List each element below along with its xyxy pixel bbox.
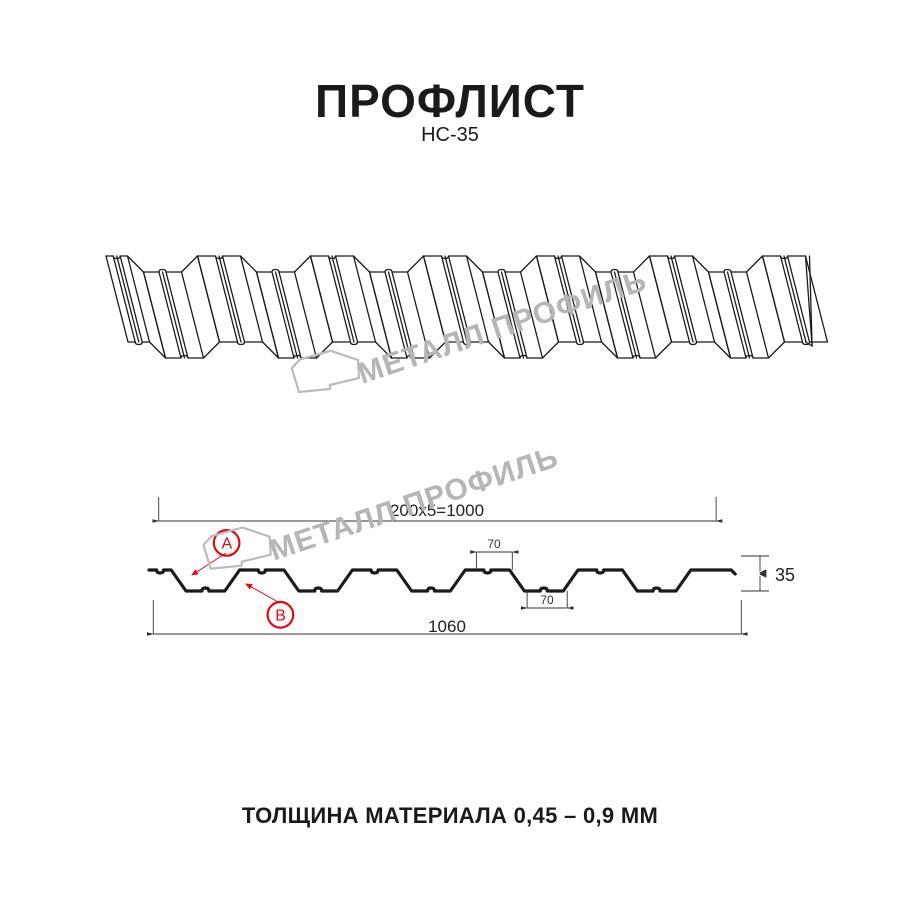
svg-text:70: 70 [487,537,501,551]
svg-text:МЕТАЛЛ ПРОФИЛЬ: МЕТАЛЛ ПРОФИЛЬ [354,264,651,391]
svg-text:1060: 1060 [428,617,466,636]
svg-text:70: 70 [540,593,554,607]
svg-text:B: B [275,607,286,624]
svg-text:A: A [221,536,232,553]
svg-text:МЕТАЛЛ ПРОФИЛЬ: МЕТАЛЛ ПРОФИЛЬ [265,441,562,568]
svg-text:35: 35 [775,565,795,585]
